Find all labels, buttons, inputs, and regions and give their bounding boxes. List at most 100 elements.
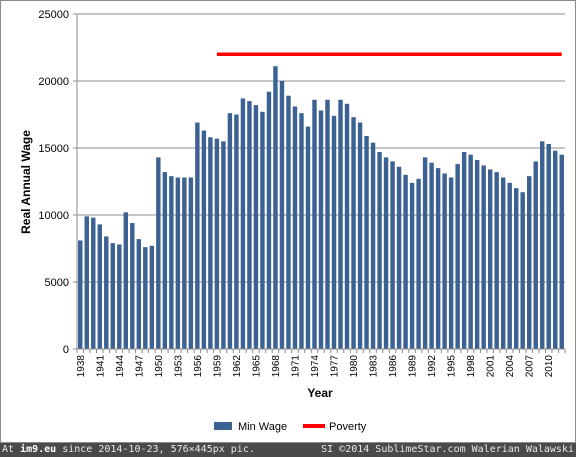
- x-tick-label: 1962: [232, 355, 243, 378]
- bar-1948: [143, 247, 148, 349]
- bar-2008: [533, 161, 538, 349]
- bar-1992: [429, 162, 434, 349]
- bar-1995: [448, 177, 454, 349]
- x-tick-label: 1980: [349, 355, 360, 378]
- bar-2000: [481, 165, 486, 349]
- x-tick-label: 1974: [310, 355, 321, 378]
- bar-1996: [455, 164, 460, 349]
- bar-1985: [383, 157, 389, 349]
- bar-1947: [136, 239, 142, 349]
- x-axis-title: Year: [307, 386, 333, 400]
- bar-1970: [286, 95, 291, 350]
- bar-1988: [403, 174, 408, 349]
- bar-1957: [201, 130, 207, 349]
- x-tick-label: 2004: [505, 355, 516, 378]
- bar-1951: [162, 172, 168, 349]
- bar-1952: [169, 176, 174, 349]
- footer-left: At im9.eu since 2014-10-23, 576×445px pi…: [2, 443, 255, 457]
- x-tick-label: 1998: [466, 355, 477, 378]
- bar-1956: [195, 122, 200, 349]
- bar-1989: [409, 182, 415, 349]
- y-axis-title: Real Annual Wage: [19, 130, 33, 234]
- bar-1949: [149, 245, 155, 349]
- x-tick-label: 1971: [290, 355, 301, 378]
- bar-1969: [279, 81, 285, 349]
- y-tick-label: 20000: [38, 76, 69, 88]
- x-tick-label: 2007: [525, 355, 536, 378]
- bar-2007: [527, 176, 532, 349]
- x-tick-label: 1959: [212, 355, 223, 378]
- bar-1972: [299, 113, 304, 349]
- footer-left-prefix: At: [2, 444, 21, 455]
- footer-site-link[interactable]: im9.eu: [20, 444, 57, 455]
- x-tick-label: 1992: [427, 355, 438, 378]
- legend: Min Wage Poverty: [214, 421, 367, 433]
- x-tick-label: 1956: [193, 355, 204, 378]
- x-tick-label: 1968: [271, 355, 282, 378]
- bar-2012: [559, 154, 564, 349]
- x-tick-label: 1941: [95, 355, 106, 378]
- chart-frame: 0 5000 10000 15000 20000 25000 1938 1941 1944 19…: [0, 0, 576, 443]
- footer-right: SI ©2014 SublimeStar.com Walerian Walaws…: [321, 444, 574, 455]
- bar-1955: [188, 177, 194, 349]
- bar-1950: [156, 157, 161, 349]
- bar-2002: [494, 172, 499, 349]
- bar-1958: [208, 137, 213, 349]
- bar-1979: [344, 103, 350, 349]
- x-tick-label: 1953: [173, 355, 184, 378]
- x-tick-label: 1986: [388, 355, 399, 378]
- bar-1941: [97, 224, 102, 349]
- x-tick-label: 2010: [544, 355, 555, 378]
- bar-1966: [260, 111, 265, 349]
- bar-1984: [377, 152, 382, 349]
- image-host-footer: At im9.eu since 2014-10-23, 576×445px pi…: [0, 443, 576, 457]
- bar-1974: [312, 99, 317, 349]
- y-tick-label: 15000: [38, 143, 69, 155]
- y-tick-label: 10000: [38, 210, 69, 222]
- bar-1946: [130, 223, 135, 349]
- legend-swatch-min-wage: [214, 422, 232, 430]
- bar-1944: [117, 244, 122, 349]
- bar-1963: [240, 98, 246, 349]
- x-tick-label: 1977: [330, 355, 341, 378]
- bar-1953: [175, 177, 181, 349]
- bar-2004: [507, 182, 512, 349]
- axes: [76, 14, 566, 353]
- bar-1975: [318, 110, 324, 349]
- y-tick-label: 0: [63, 344, 69, 356]
- bar-1998: [468, 154, 473, 349]
- bar-1986: [390, 161, 395, 349]
- bar-1987: [396, 166, 402, 349]
- bar-1980: [351, 117, 356, 350]
- bar-1967: [266, 91, 272, 349]
- bar-1994: [442, 173, 447, 349]
- bar-1978: [338, 99, 343, 349]
- bar-2003: [500, 177, 506, 349]
- bar-1945: [123, 212, 129, 349]
- bar-1965: [253, 105, 259, 350]
- x-tick-label: 1989: [408, 355, 419, 378]
- bar-1942: [104, 236, 109, 349]
- bar-1991: [422, 157, 428, 349]
- x-tick-label: 1965: [251, 355, 262, 378]
- x-tick-label: 2001: [486, 355, 497, 378]
- bar-1938: [78, 240, 83, 349]
- bar-1960: [221, 141, 226, 349]
- x-tick-label: 1947: [134, 355, 145, 378]
- bar-1973: [305, 126, 311, 349]
- bar-1983: [370, 142, 376, 349]
- bar-1990: [416, 178, 421, 349]
- x-tick-label: 1950: [154, 355, 165, 378]
- legend-label-min-wage: Min Wage: [238, 421, 287, 433]
- x-tick-labels: 1938 1941 1944 1947 1950 1953 1956 1959 1962 1965…: [76, 355, 555, 378]
- bar-1971: [292, 106, 298, 350]
- bar-1999: [474, 160, 480, 349]
- y-tick-labels: 0 5000 10000 15000 20000 25000: [38, 9, 69, 356]
- bar-1982: [364, 135, 369, 349]
- bar-1981: [357, 122, 363, 349]
- bar-1943: [110, 243, 115, 349]
- bar-1977: [331, 115, 337, 349]
- bar-2010: [546, 143, 551, 349]
- bar-2009: [540, 141, 545, 349]
- y-tick-label: 5000: [45, 277, 69, 289]
